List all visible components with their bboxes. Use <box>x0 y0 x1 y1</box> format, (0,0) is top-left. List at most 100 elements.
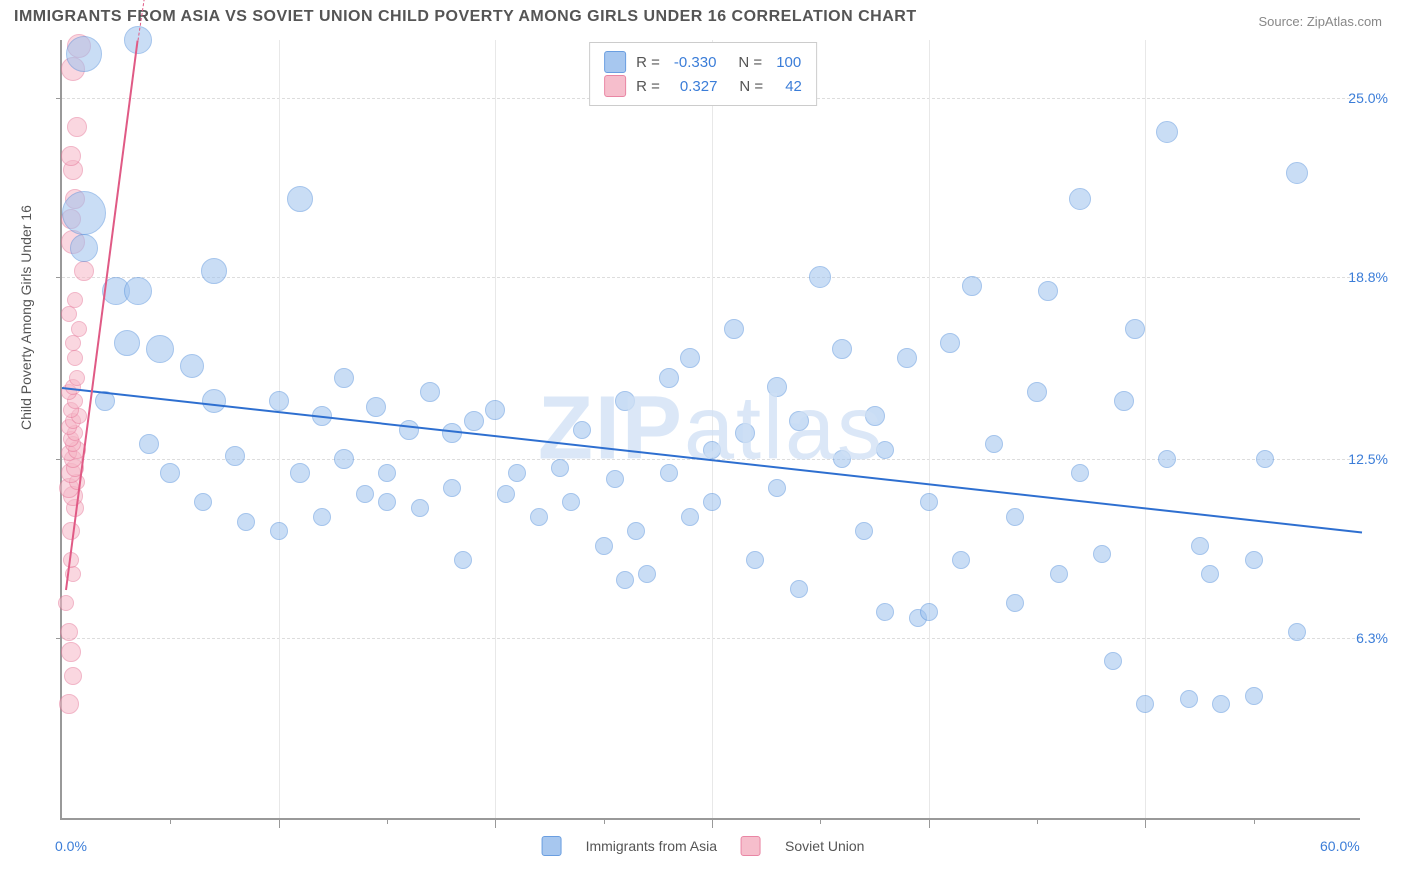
data-point <box>61 306 77 322</box>
data-point <box>378 493 396 511</box>
data-point <box>334 368 354 388</box>
data-point <box>1050 565 1068 583</box>
data-point <box>146 335 174 363</box>
y-tick-label: 12.5% <box>1348 451 1388 467</box>
data-point <box>573 421 591 439</box>
data-point <box>269 391 289 411</box>
data-point <box>124 277 152 305</box>
data-point <box>1038 281 1058 301</box>
data-point <box>767 377 787 397</box>
data-point <box>420 382 440 402</box>
data-point <box>735 423 755 443</box>
data-point <box>660 464 678 482</box>
data-point <box>615 391 635 411</box>
data-point <box>411 499 429 517</box>
swatch-soviet <box>604 75 626 97</box>
series-legend: Immigrants from Asia Soviet Union <box>542 836 865 856</box>
legend-label-asia: Immigrants from Asia <box>586 838 717 854</box>
data-point <box>1071 464 1089 482</box>
correlation-legend: R = -0.330 N = 100 R = 0.327 N = 42 <box>589 42 817 106</box>
data-point <box>62 522 80 540</box>
swatch-soviet-bottom <box>741 836 761 856</box>
data-point <box>62 191 106 235</box>
data-point <box>70 234 98 262</box>
data-point <box>270 522 288 540</box>
chart-container: IMMIGRANTS FROM ASIA VS SOVIET UNION CHI… <box>0 0 1406 892</box>
data-point <box>74 261 94 281</box>
data-point <box>1006 594 1024 612</box>
legend-row-soviet: R = 0.327 N = 42 <box>604 75 802 97</box>
data-point <box>1104 652 1122 670</box>
data-point <box>833 450 851 468</box>
data-point <box>638 565 656 583</box>
data-point <box>809 266 831 288</box>
plot-area: ZIPatlas <box>60 40 1360 820</box>
data-point <box>1256 450 1274 468</box>
data-point <box>67 292 83 308</box>
data-point <box>59 694 79 714</box>
data-point <box>1288 623 1306 641</box>
r-value-soviet: 0.327 <box>680 78 718 95</box>
data-point <box>66 36 102 72</box>
data-point <box>920 493 938 511</box>
data-point <box>1191 537 1209 555</box>
gridline-h <box>62 638 1360 639</box>
data-point <box>194 493 212 511</box>
y-tick-label: 25.0% <box>1348 90 1388 106</box>
data-point <box>562 493 580 511</box>
data-point <box>703 441 721 459</box>
data-point <box>1245 687 1263 705</box>
data-point <box>1006 508 1024 526</box>
data-point <box>399 420 419 440</box>
data-point <box>290 463 310 483</box>
data-point <box>71 321 87 337</box>
data-point <box>876 603 894 621</box>
data-point <box>378 464 396 482</box>
data-point <box>1027 382 1047 402</box>
data-point <box>160 463 180 483</box>
data-point <box>497 485 515 503</box>
data-point <box>1180 690 1198 708</box>
n-value-soviet: 42 <box>785 78 802 95</box>
data-point <box>334 449 354 469</box>
data-point <box>595 537 613 555</box>
data-point <box>627 522 645 540</box>
data-point <box>1212 695 1230 713</box>
data-point <box>789 411 809 431</box>
swatch-asia-bottom <box>542 836 562 856</box>
data-point <box>58 595 74 611</box>
data-point <box>616 571 634 589</box>
data-point <box>985 435 1003 453</box>
data-point <box>1114 391 1134 411</box>
data-point <box>225 446 245 466</box>
data-point <box>1136 695 1154 713</box>
y-axis-label: Child Poverty Among Girls Under 16 <box>18 205 34 430</box>
data-point <box>237 513 255 531</box>
data-point <box>1093 545 1111 563</box>
data-point <box>180 354 204 378</box>
data-point <box>832 339 852 359</box>
data-point <box>454 551 472 569</box>
data-point <box>1069 188 1091 210</box>
r-value-asia: -0.330 <box>674 54 717 71</box>
data-point <box>139 434 159 454</box>
data-point <box>1286 162 1308 184</box>
data-point <box>724 319 744 339</box>
data-point <box>551 459 569 477</box>
data-point <box>69 370 85 386</box>
data-point <box>940 333 960 353</box>
data-point <box>67 350 83 366</box>
data-point <box>356 485 374 503</box>
data-point <box>659 368 679 388</box>
data-point <box>61 642 81 662</box>
swatch-asia <box>604 51 626 73</box>
data-point <box>1158 450 1176 468</box>
data-point <box>61 146 81 166</box>
data-point <box>64 667 82 685</box>
data-point <box>606 470 624 488</box>
data-point <box>202 389 226 413</box>
data-point <box>790 580 808 598</box>
data-point <box>876 441 894 459</box>
gridline-h <box>62 277 1360 278</box>
data-point <box>485 400 505 420</box>
